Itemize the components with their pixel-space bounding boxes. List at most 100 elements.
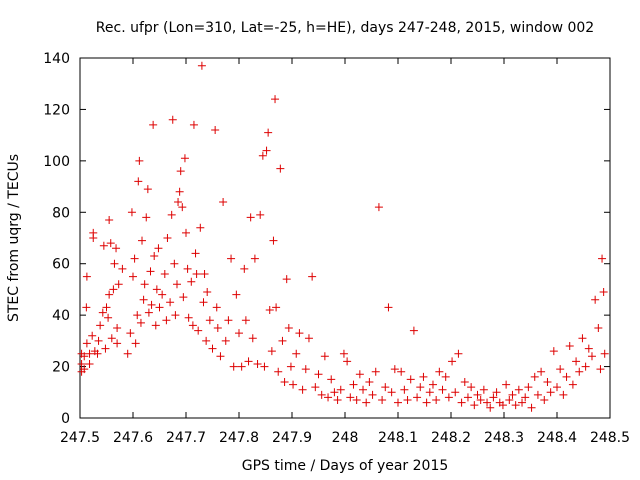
y-axis: 0 20 40 60 80 100 120 140 — [43, 51, 610, 427]
data-point — [349, 380, 358, 389]
data-point — [505, 396, 514, 404]
data-point — [208, 344, 217, 353]
data-point — [154, 244, 163, 253]
data-point — [162, 316, 171, 325]
data-point — [600, 349, 609, 358]
data-point — [575, 367, 584, 376]
data-point — [187, 277, 196, 286]
data-point — [104, 313, 113, 322]
data-point — [99, 241, 108, 250]
data-point — [146, 267, 155, 276]
data-point — [587, 352, 596, 361]
data-point — [333, 396, 342, 404]
data-point — [178, 203, 187, 212]
data-point — [400, 385, 409, 394]
data-point — [264, 128, 273, 137]
data-point — [129, 272, 137, 281]
data-point — [151, 321, 160, 330]
data-point — [85, 349, 94, 358]
data-point — [409, 326, 418, 335]
data-point — [451, 388, 460, 397]
data-point — [160, 270, 169, 278]
data-point — [448, 357, 457, 366]
data-point — [511, 401, 520, 410]
x-axis-label: GPS time / Days of year 2015 — [242, 458, 449, 474]
data-point — [211, 126, 220, 134]
data-point — [102, 303, 111, 312]
data-point — [158, 290, 167, 299]
data-point — [197, 61, 206, 70]
data-point — [191, 249, 200, 258]
data-point — [596, 365, 605, 374]
data-point — [105, 290, 114, 299]
data-point — [394, 398, 402, 407]
data-point — [271, 95, 280, 104]
data-point — [221, 336, 230, 345]
y-tick-label: 20 — [52, 360, 70, 376]
data-point — [492, 388, 501, 397]
data-point — [194, 326, 203, 335]
data-point — [183, 264, 192, 273]
data-point — [280, 378, 289, 386]
data-point — [444, 393, 453, 402]
data-point — [553, 383, 561, 392]
y-tick-label: 0 — [61, 411, 70, 427]
data-point — [109, 285, 118, 294]
data-point — [314, 370, 323, 379]
data-point — [352, 396, 361, 404]
data-point — [406, 375, 415, 384]
data-point — [591, 295, 600, 304]
data-point — [533, 390, 542, 399]
data-point — [473, 390, 482, 399]
data-point — [196, 223, 205, 232]
data-point — [138, 236, 147, 245]
data-point — [470, 401, 479, 410]
data-point — [140, 280, 149, 289]
data-point — [114, 280, 123, 289]
data-point — [282, 275, 291, 284]
data-point — [200, 270, 209, 278]
data-point — [152, 285, 161, 294]
data-point — [106, 239, 115, 248]
data-point — [180, 154, 189, 163]
data-point — [170, 259, 179, 268]
data-point — [518, 398, 527, 407]
data-point — [594, 324, 603, 332]
y-tick-label: 40 — [52, 308, 70, 324]
data-point — [330, 388, 339, 397]
data-point — [457, 398, 466, 407]
data-point — [130, 254, 139, 263]
data-point — [454, 349, 463, 358]
data-point — [189, 120, 198, 129]
data-point — [216, 352, 225, 361]
data-point — [359, 385, 368, 394]
data-point — [286, 362, 295, 371]
data-point — [135, 156, 144, 165]
y-tick-label: 140 — [43, 51, 70, 67]
data-point — [82, 272, 91, 281]
data-point — [463, 393, 472, 402]
x-tick-label: 247.5 — [60, 430, 100, 446]
data-point — [101, 344, 110, 353]
data-point — [521, 393, 530, 402]
data-point — [110, 259, 119, 268]
x-tick-label: 247.9 — [272, 430, 312, 446]
data-point — [498, 401, 507, 410]
data-point — [599, 288, 608, 296]
y-tick-label: 120 — [43, 102, 70, 118]
data-point — [248, 334, 257, 343]
data-point — [562, 372, 571, 381]
data-point — [167, 210, 176, 219]
data-point — [118, 264, 127, 273]
data-point — [199, 298, 208, 307]
data-point — [489, 393, 498, 402]
data-point — [390, 365, 399, 374]
data-point — [301, 365, 310, 374]
data-point — [232, 290, 241, 299]
data-point — [246, 213, 255, 222]
data-point — [416, 383, 425, 392]
data-point — [139, 295, 148, 304]
data-point — [274, 367, 283, 376]
data-point — [324, 393, 333, 402]
data-point — [530, 372, 539, 381]
